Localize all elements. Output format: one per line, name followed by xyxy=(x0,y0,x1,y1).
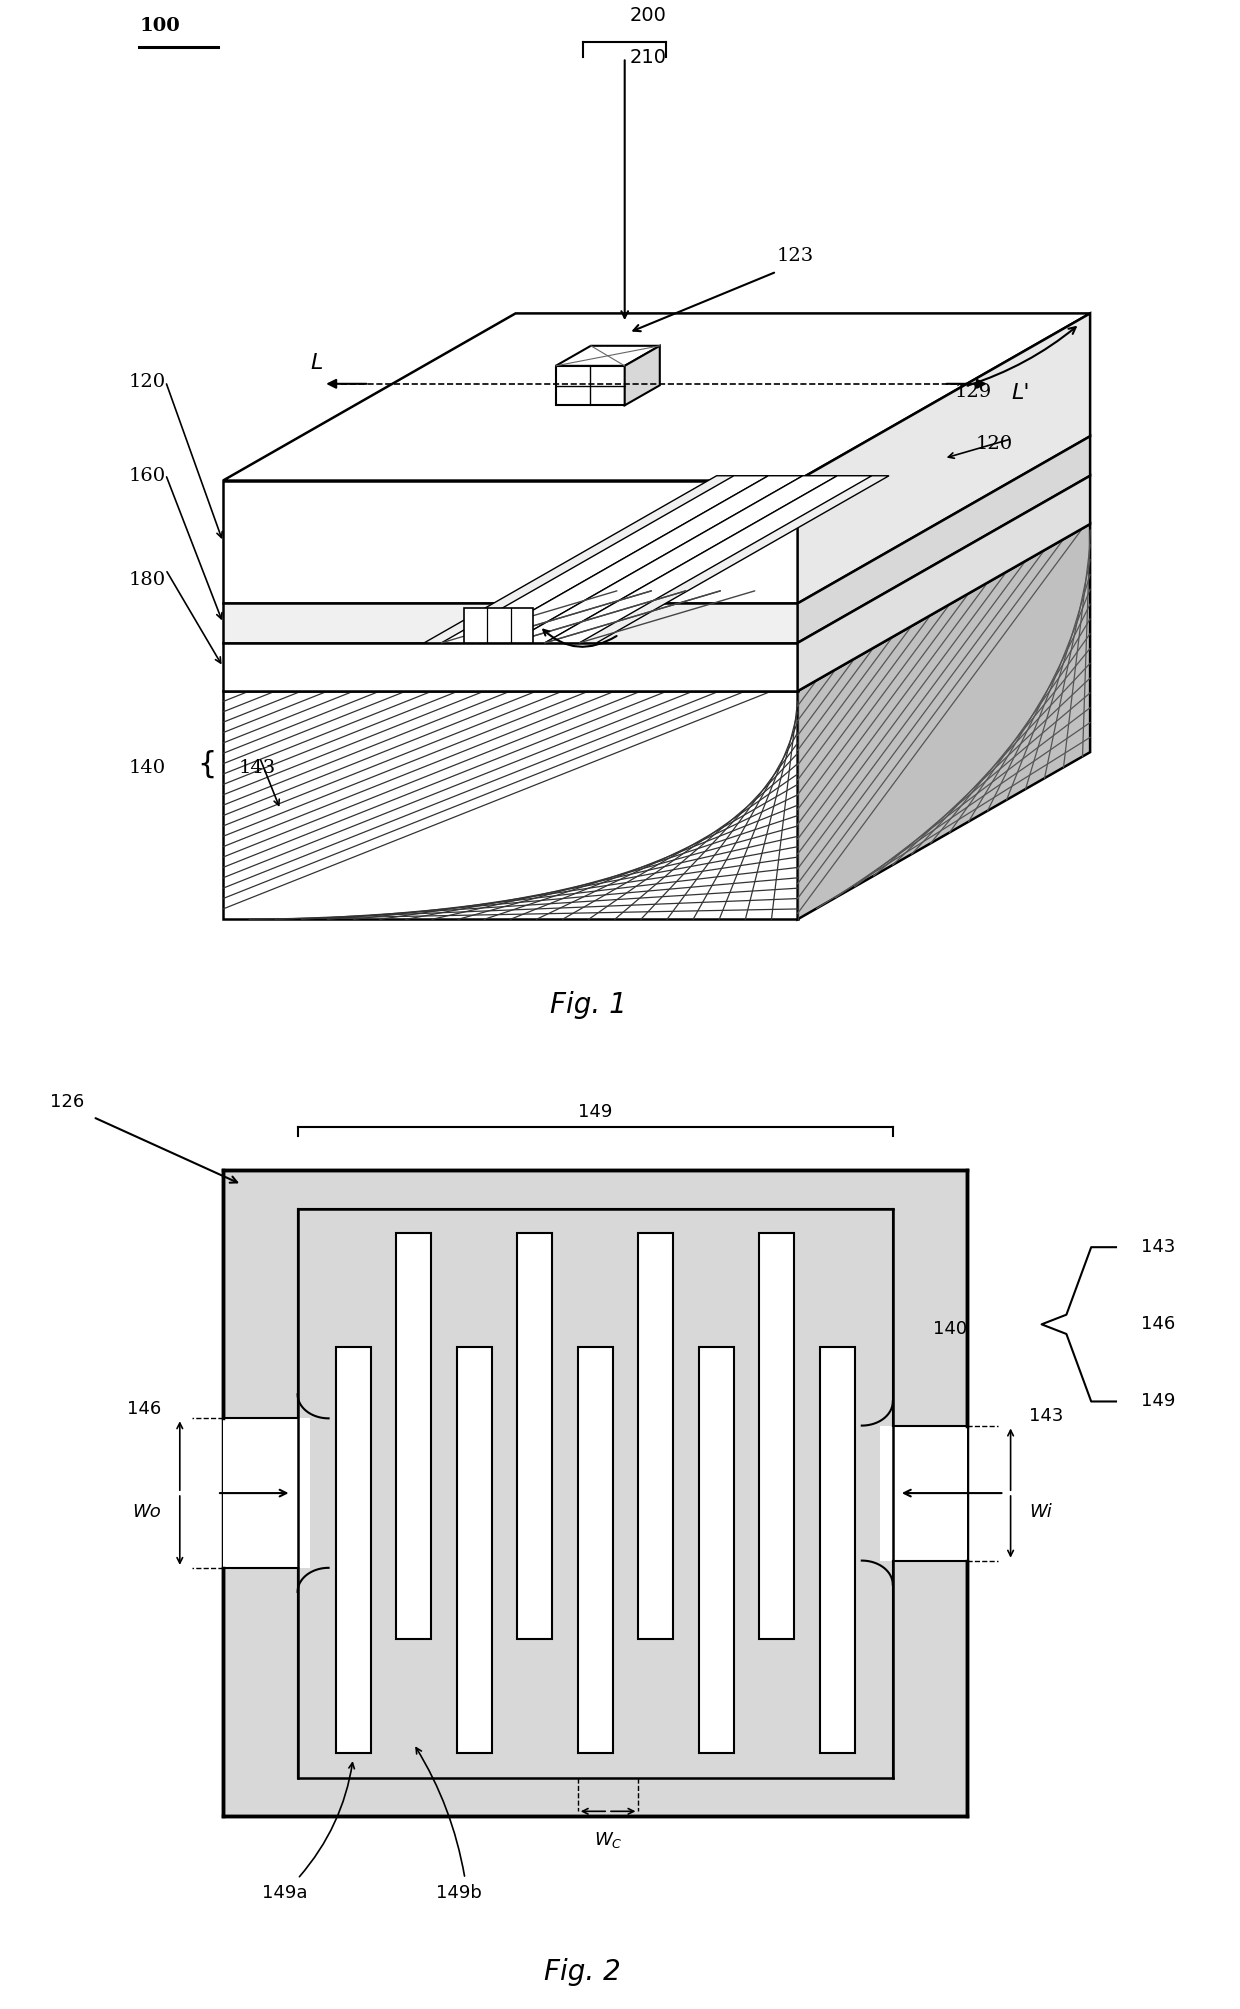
Polygon shape xyxy=(223,603,797,643)
Bar xyxy=(397,1234,432,1639)
Bar xyxy=(456,1348,491,1754)
Polygon shape xyxy=(464,609,533,643)
Bar xyxy=(223,1418,310,1567)
Text: L': L' xyxy=(1012,382,1030,402)
Text: 210: 210 xyxy=(630,48,667,66)
Bar xyxy=(517,1234,552,1639)
Bar xyxy=(820,1348,854,1754)
Polygon shape xyxy=(223,691,797,920)
Polygon shape xyxy=(797,436,1090,643)
Polygon shape xyxy=(797,524,1090,920)
Bar xyxy=(639,1234,673,1639)
Text: 160: 160 xyxy=(129,466,166,484)
Text: 120: 120 xyxy=(129,372,166,390)
Bar xyxy=(336,1348,371,1754)
Text: 126: 126 xyxy=(50,1093,84,1111)
Bar xyxy=(223,1169,967,1816)
Polygon shape xyxy=(556,346,660,366)
Text: 200: 200 xyxy=(630,6,667,24)
Polygon shape xyxy=(556,366,625,406)
Text: Wi: Wi xyxy=(1029,1503,1052,1521)
Text: Fig. 1: Fig. 1 xyxy=(551,990,627,1019)
Text: 100: 100 xyxy=(139,18,180,36)
Polygon shape xyxy=(625,346,660,406)
Text: 149b: 149b xyxy=(436,1884,481,1903)
Text: 140: 140 xyxy=(932,1320,967,1338)
Bar xyxy=(578,1348,613,1754)
Polygon shape xyxy=(441,476,769,643)
Text: $W_C$: $W_C$ xyxy=(594,1830,622,1850)
Polygon shape xyxy=(476,476,802,643)
Text: Wo: Wo xyxy=(133,1503,161,1521)
Bar xyxy=(298,1209,893,1778)
Polygon shape xyxy=(797,313,1090,603)
Polygon shape xyxy=(797,476,1090,691)
Bar xyxy=(880,1426,967,1561)
Text: 143: 143 xyxy=(1141,1238,1176,1256)
Text: 120: 120 xyxy=(975,436,1012,454)
Polygon shape xyxy=(511,476,837,643)
Polygon shape xyxy=(223,480,797,603)
Text: Fig. 2: Fig. 2 xyxy=(544,1959,621,1987)
Text: 129: 129 xyxy=(955,384,992,402)
Text: 149: 149 xyxy=(578,1103,613,1121)
Text: 143: 143 xyxy=(1029,1406,1064,1424)
Polygon shape xyxy=(544,476,872,643)
Bar xyxy=(298,1209,893,1778)
Bar xyxy=(699,1348,734,1754)
Text: 123: 123 xyxy=(776,247,813,265)
Bar xyxy=(759,1234,794,1639)
Text: 146: 146 xyxy=(1141,1316,1176,1334)
Text: L: L xyxy=(311,354,324,374)
Polygon shape xyxy=(424,476,889,643)
Text: {: { xyxy=(197,749,216,779)
Text: 140: 140 xyxy=(129,759,166,777)
Polygon shape xyxy=(223,313,1090,480)
Text: 149a: 149a xyxy=(263,1884,308,1903)
Polygon shape xyxy=(223,643,797,691)
Text: 143: 143 xyxy=(238,759,277,777)
Text: 180: 180 xyxy=(129,571,166,589)
Text: 146: 146 xyxy=(126,1400,161,1418)
Text: 149: 149 xyxy=(1141,1392,1176,1410)
